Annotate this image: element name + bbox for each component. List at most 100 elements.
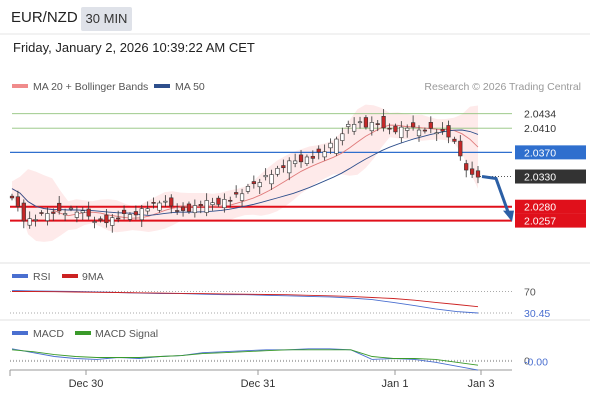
candle-body [440,129,445,132]
candle-body [228,199,233,202]
candle-body [363,117,369,128]
candle-body [192,205,197,214]
candle-body [57,202,62,212]
candle-body [98,218,103,221]
current-price-label: 2.0330 [524,172,556,184]
candle-body [86,208,91,217]
candle-body [74,211,79,218]
candle-body [293,160,298,164]
candle-body [446,125,451,138]
candle-body [145,208,150,212]
candle-body [198,204,203,207]
candle-body [104,214,109,224]
chart-header: EUR/NZD 30 MIN [0,0,590,34]
candle-body [204,200,209,213]
macd-signal-legend-swatch [75,331,91,335]
rsi-ma-legend-swatch [62,274,78,278]
rsi-panel: 70 30.45 [10,286,550,320]
candle-body [257,182,262,188]
candle-body [269,174,274,185]
candle-body [411,122,416,128]
candle-body [346,123,351,127]
reference-label: 70 [524,286,536,298]
candle-body [275,167,280,175]
candle-body [245,186,251,192]
candle-body [62,213,68,216]
candle-body [416,129,422,137]
candle-body [405,127,410,131]
forecast-arrow [481,175,511,216]
candle-body [251,181,256,185]
candle-body [27,218,32,226]
candle-body [369,122,374,132]
reference-label: 0 [524,355,530,367]
pivot-label: 2.0370 [524,147,556,159]
research-credit: Research © 2026 Trading Central [424,81,581,93]
candle-body [21,202,26,222]
candle-body [234,192,239,195]
candle-body [15,196,20,207]
candle-body [80,210,85,214]
candle-body [352,124,357,132]
candle-body [127,214,133,220]
candle-body [157,202,162,211]
support-label: 2.0280 [524,202,556,214]
ma20-legend-label: MA 20 + Bollinger Bands [33,81,148,93]
candle-body [186,203,192,212]
candle-body [139,208,144,221]
support-label: 2.0257 [524,216,556,228]
macd-panel: 0-0.00 [10,348,548,371]
resistance-label: 2.0410 [524,123,556,135]
candle-body [304,156,310,164]
candle-body [381,115,386,129]
candle-body [334,138,339,154]
candle-body [475,170,481,178]
candle-body [263,175,268,178]
time-tick-label: Jan 1 [382,378,409,390]
candle-body [9,195,15,199]
current-price-tag [515,169,586,184]
symbol-label: EUR/NZD [11,9,78,26]
candle-body [452,138,457,142]
candle-body [175,210,180,212]
candle-body [316,148,321,153]
candle-body [33,219,38,221]
candle-body [357,121,363,124]
candle-body [310,156,315,159]
candle-body [470,168,475,175]
candle-body [133,211,138,216]
candle-body [239,193,245,201]
support-tag [515,199,586,214]
candle-body [216,197,221,205]
indicator-series-line [12,291,479,308]
candle-body [169,197,174,207]
candle-body [322,151,327,158]
indicator-series-line [11,349,479,366]
macd-signal-legend-label: MACD Signal [95,328,158,340]
ma20-legend-swatch [12,84,28,88]
reference-label: 30.45 [524,308,550,320]
ma50-legend-swatch [154,84,170,88]
candle-body [298,154,304,163]
support-tag [515,213,586,228]
candle-body [393,125,398,133]
time-axis-labels: Dec 30 Dec 31 Jan 1 Jan 3 [9,370,494,390]
candle-body [387,127,392,130]
price-panel: 2.0434 2.0410 2.0370 2.0330 2.0280 2.0257 [9,104,586,242]
time-tick-label: Dec 30 [69,378,104,390]
macd-legend-swatch [12,331,28,335]
resistance-label: 2.0434 [524,109,556,121]
candle-body [422,129,428,132]
reference-label: -0.00 [524,356,548,368]
timeframe-button[interactable]: 30 MIN [81,7,132,31]
candle-body [163,200,168,203]
candle-body [428,122,433,129]
rsi-legend-label: RSI [33,271,51,283]
candle-body [340,133,345,141]
candle-body [434,132,439,135]
pivot-tag [515,145,586,160]
candle-body [222,199,227,209]
candle-body [39,212,44,214]
datetime-label: Friday, January 2, 2026 10:39:22 AM CET [13,40,255,55]
